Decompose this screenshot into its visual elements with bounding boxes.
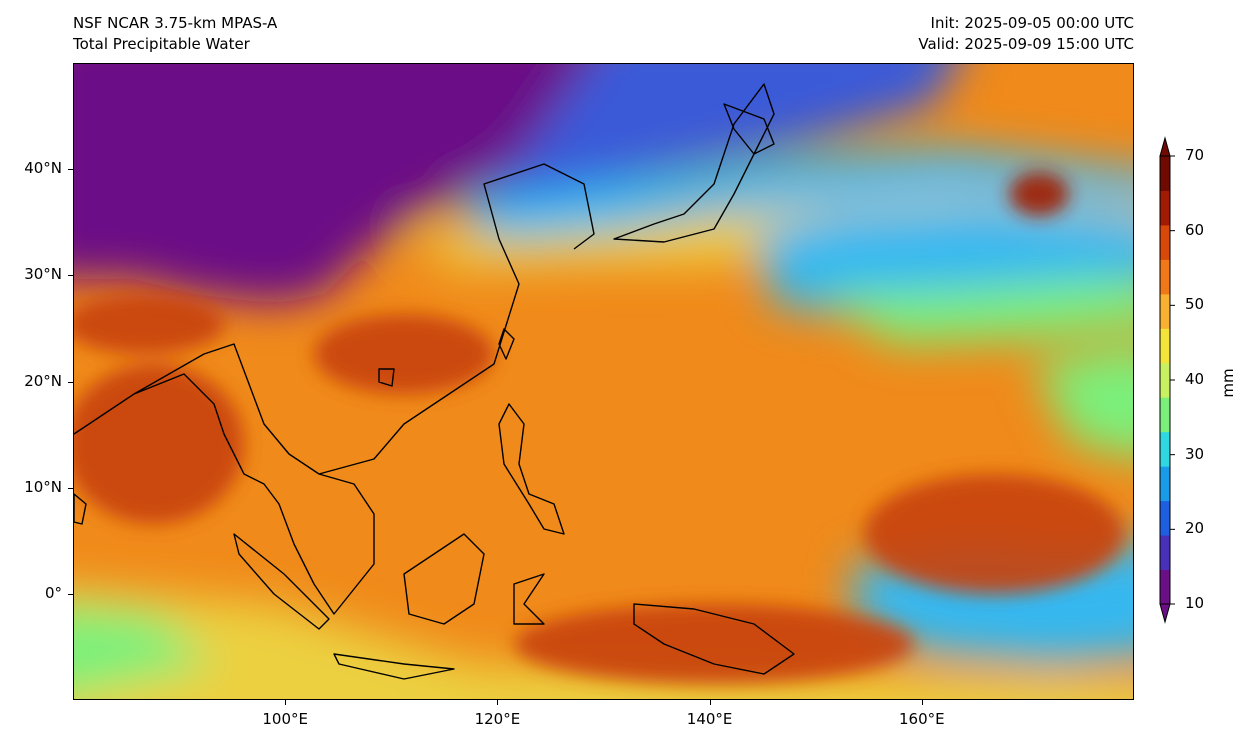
model-title: NSF NCAR 3.75-km MPAS-A bbox=[73, 14, 278, 32]
colorbar-tick-label: 60 bbox=[1185, 220, 1205, 239]
lat-tick-mark bbox=[68, 593, 73, 595]
tibetan-moist-fringe bbox=[74, 294, 224, 354]
coastline-taiwan bbox=[498, 328, 515, 360]
lon-tick-mark bbox=[921, 700, 923, 705]
lat-tick-label: 40°N bbox=[24, 159, 62, 178]
colorbar-max-arrow bbox=[1159, 136, 1171, 157]
lat-tick-mark bbox=[68, 487, 73, 489]
colorbar-tick-label: 40 bbox=[1185, 370, 1205, 388]
coastline-hokkaido bbox=[723, 103, 775, 155]
colorbar-tick-label: 10 bbox=[1185, 594, 1205, 612]
coastline-sulawesi bbox=[513, 573, 545, 625]
coastline-borneo bbox=[403, 533, 485, 625]
colorbar-segment bbox=[1160, 431, 1170, 467]
very-wet-bay-bengal bbox=[74, 364, 244, 524]
lon-tick-label: 120°E bbox=[474, 710, 521, 728]
coastlines bbox=[74, 83, 795, 680]
cyan-band bbox=[454, 149, 1133, 239]
lat-tick-mark bbox=[68, 275, 73, 277]
very-wet-south-china bbox=[314, 314, 494, 394]
colorbar-segment bbox=[1160, 156, 1170, 191]
coastline-sri-lanka bbox=[74, 493, 87, 525]
southern-yellow-band bbox=[74, 587, 1133, 699]
moisture-field bbox=[74, 64, 1133, 699]
precipitable-water-map bbox=[74, 64, 1133, 699]
colorbar-segment bbox=[1160, 569, 1170, 605]
lon-tick-label: 160°E bbox=[898, 710, 945, 728]
coastline-philippines bbox=[498, 403, 565, 535]
colorbar-segment bbox=[1160, 362, 1170, 398]
green-band-central bbox=[814, 279, 1133, 344]
lat-tick-label: 20°N bbox=[24, 371, 62, 390]
colorbar-unit: mm bbox=[1219, 368, 1237, 398]
coastline-asia-mainland bbox=[74, 343, 375, 615]
init-time: Init: 2025-09-05 00:00 UTC bbox=[930, 14, 1134, 32]
colorbar bbox=[1159, 136, 1175, 624]
lat-tick-label: 30°N bbox=[24, 265, 62, 284]
lon-tick-mark bbox=[497, 700, 499, 705]
very-wet-central-pacific bbox=[864, 474, 1124, 594]
colorbar-segment bbox=[1160, 397, 1170, 433]
lat-tick-label: 0° bbox=[44, 583, 62, 602]
lon-tick-label: 140°E bbox=[686, 710, 733, 728]
lon-tick-label: 100°E bbox=[262, 710, 308, 728]
map-panel bbox=[73, 63, 1134, 700]
field-title: Total Precipitable Water bbox=[73, 35, 250, 53]
colorbar-tick-label: 20 bbox=[1185, 519, 1205, 538]
coastline-china-korea bbox=[318, 163, 595, 475]
colorbar-min-arrow bbox=[1159, 603, 1171, 624]
title-left: NSF NCAR 3.75-km MPAS-A Total Precipitab… bbox=[73, 13, 277, 55]
coastline-java bbox=[333, 653, 455, 680]
coastline-japan bbox=[613, 83, 775, 243]
coastline-hainan bbox=[378, 368, 395, 387]
title-right: Init: 2025-09-05 00:00 UTC Valid: 2025-0… bbox=[918, 13, 1134, 55]
colorbar-segment bbox=[1160, 224, 1170, 260]
coastline-new-guinea bbox=[633, 603, 795, 675]
colorbar-tick-label: 70 bbox=[1185, 146, 1205, 164]
valid-time: Valid: 2025-09-09 15:00 UTC bbox=[918, 35, 1134, 53]
colorbar-tick-label: 30 bbox=[1185, 444, 1205, 463]
southwest-green bbox=[74, 607, 214, 696]
colorbar-segment bbox=[1160, 190, 1170, 226]
coastline-sumatra bbox=[233, 533, 330, 630]
blue-gradient-region bbox=[454, 64, 954, 214]
lat-tick-mark bbox=[68, 169, 73, 171]
eastern-green-patch bbox=[1034, 346, 1133, 456]
very-wet-east-pacific bbox=[514, 604, 914, 684]
colorbar-segment bbox=[1160, 328, 1170, 364]
storm-core-northeast bbox=[1009, 172, 1069, 216]
lon-tick-mark bbox=[285, 700, 287, 705]
lon-tick-mark bbox=[709, 700, 711, 705]
colorbar-tick-label: 50 bbox=[1185, 295, 1205, 314]
dry-continental-region bbox=[74, 64, 624, 304]
lat-tick-mark bbox=[68, 381, 73, 383]
colorbar-segment bbox=[1160, 293, 1170, 329]
lat-tick-label: 10°N bbox=[24, 477, 62, 496]
colorbar-segment bbox=[1160, 259, 1170, 295]
colorbar-segment bbox=[1160, 500, 1170, 536]
colorbar-segment bbox=[1160, 466, 1170, 502]
colorbar-segment bbox=[1160, 535, 1170, 571]
